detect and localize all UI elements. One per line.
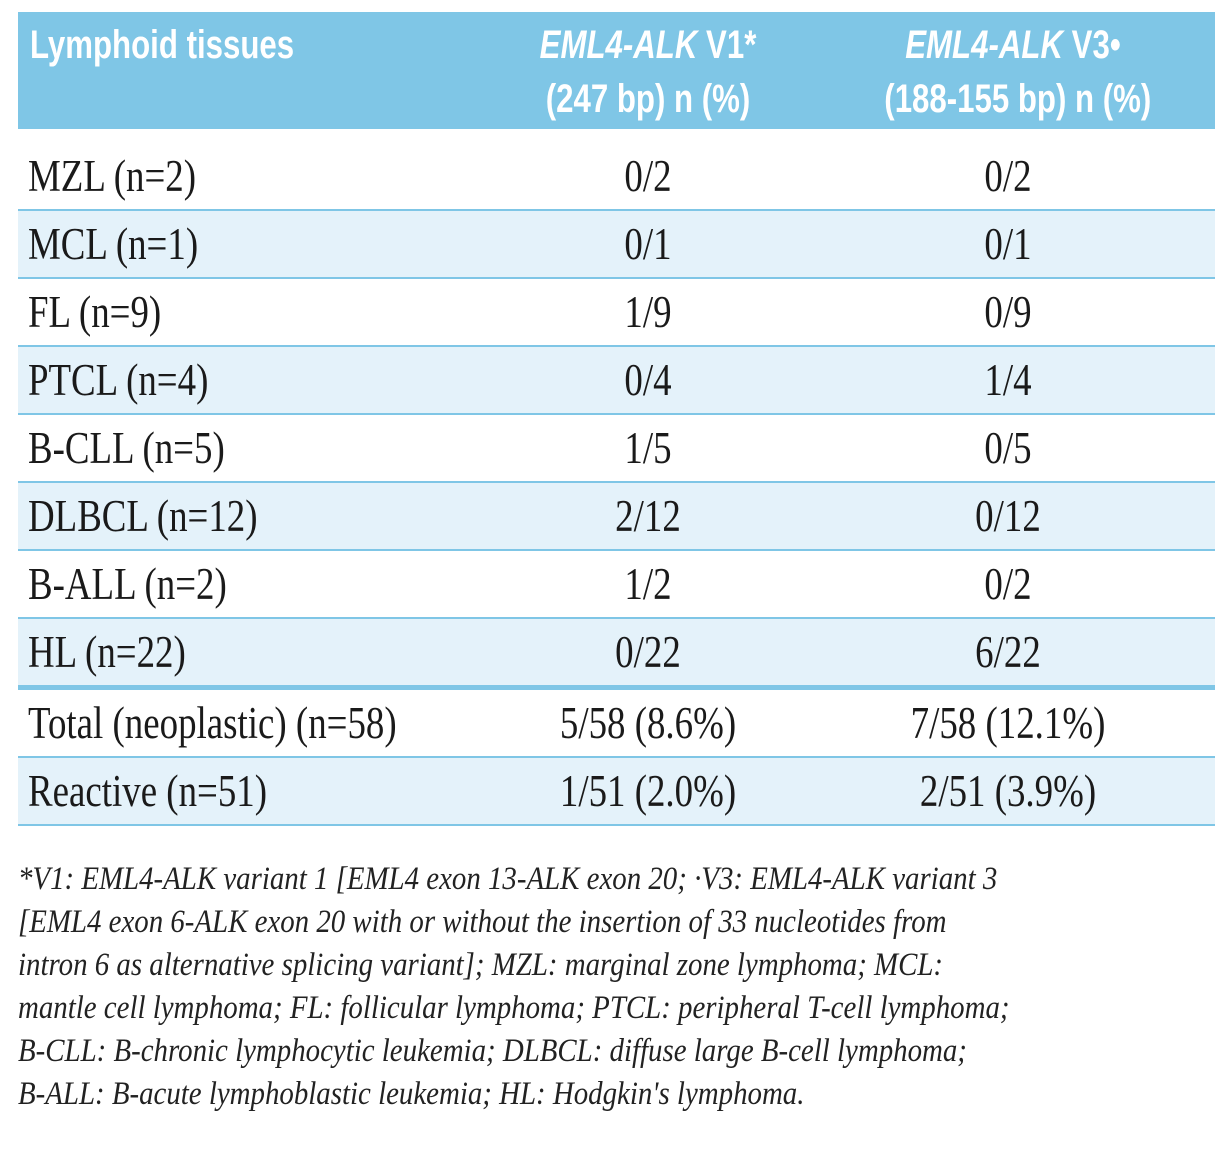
table-row-reactive: Reactive (n=51) 1/51 (2.0%) 2/51 (3.9%) xyxy=(18,758,1215,826)
row-label: Total (neoplastic) (n=58) xyxy=(28,698,397,748)
row-label: HL (n=22) xyxy=(28,627,186,677)
row-v1-value: 1/51 (2.0%) xyxy=(559,766,737,816)
header-v3-gene: EML4-ALK xyxy=(905,23,1063,67)
row-label: PTCL (n=4) xyxy=(28,355,209,405)
row-v3-value: 0/1 xyxy=(984,219,1032,269)
header-lymphoid-tissues: Lymphoid tissues xyxy=(30,23,295,67)
row-label: MCL (n=1) xyxy=(28,219,199,269)
table-row-total: Total (neoplastic) (n=58) 5/58 (8.6%) 7/… xyxy=(18,687,1215,758)
row-v3-value: 6/22 xyxy=(975,627,1041,677)
header-v1-line2: (247 bp) n (%) xyxy=(545,77,751,121)
row-label: MZL (n=2) xyxy=(28,151,197,201)
row-v1-value: 5/58 (8.6%) xyxy=(559,698,737,748)
footnote-line: intron 6 as alternative splicing variant… xyxy=(18,947,944,983)
row-v1-value: 1/2 xyxy=(624,559,672,609)
table-row: HL (n=22) 0/22 6/22 xyxy=(18,619,1215,687)
table-footnote: *V1: EML4-ALK variant 1 [EML4 exon 13-AL… xyxy=(18,858,1208,1116)
row-v1-value: 0/4 xyxy=(624,355,672,405)
table-row: PTCL (n=4) 0/4 1/4 xyxy=(18,347,1215,415)
row-v3-value: 7/58 (12.1%) xyxy=(910,698,1106,748)
row-v1-value: 0/22 xyxy=(615,627,681,677)
footnote-line: mantle cell lymphoma; FL: follicular lym… xyxy=(18,990,1010,1026)
header-v1-line1: EML4-ALK V1* xyxy=(523,18,773,72)
row-label: FL (n=9) xyxy=(28,287,162,337)
results-table: Lymphoid tissues EML4-ALK V1* (247 bp) n… xyxy=(18,12,1215,826)
row-v1-value: 1/9 xyxy=(624,287,672,337)
table-row: FL (n=9) 1/9 0/9 xyxy=(18,279,1215,347)
row-label: B-ALL (n=2) xyxy=(28,559,227,609)
footnote-line: [EML4 exon 6-ALK exon 20 with or without… xyxy=(18,904,947,940)
row-v3-value: 0/2 xyxy=(984,559,1032,609)
table-row: B-CLL (n=5) 1/5 0/5 xyxy=(18,415,1215,483)
table-row: MZL (n=2) 0/2 0/2 xyxy=(18,143,1215,211)
header-v3-variant: V3 xyxy=(1062,23,1110,67)
header-v3-line2: (188-155 bp) n (%) xyxy=(884,77,1152,121)
row-v3-value: 0/12 xyxy=(975,491,1041,541)
row-label: B-CLL (n=5) xyxy=(28,423,225,473)
row-label: DLBCL (n=12) xyxy=(28,491,258,541)
footnote-line: B-CLL: B-chronic lymphocytic leukemia; D… xyxy=(18,1033,967,1069)
table-row: DLBCL (n=12) 2/12 0/12 xyxy=(18,483,1215,551)
row-v3-value: 0/9 xyxy=(984,287,1032,337)
header-v1-mark: * xyxy=(744,23,757,67)
table-row: B-ALL (n=2) 1/2 0/2 xyxy=(18,551,1215,619)
row-v1-value: 0/2 xyxy=(624,151,672,201)
row-v1-value: 1/5 xyxy=(624,423,672,473)
row-v3-value: 0/2 xyxy=(984,151,1032,201)
row-v3-value: 2/51 (3.9%) xyxy=(919,766,1097,816)
header-v3-mark: • xyxy=(1109,23,1121,67)
row-v1-value: 0/1 xyxy=(624,219,672,269)
row-v1-value: 2/12 xyxy=(615,491,681,541)
header-v3-line1: EML4-ALK V3• xyxy=(884,18,1141,72)
header-v3: EML4-ALK V3• (188-155 bp) n (%) xyxy=(884,18,1152,126)
table-header: Lymphoid tissues EML4-ALK V1* (247 bp) n… xyxy=(18,12,1215,129)
footnote-line: B-ALL: B-acute lymphoblastic leukemia; H… xyxy=(18,1076,805,1112)
header-v1: EML4-ALK V1* (247 bp) n (%) xyxy=(523,18,773,126)
footnote-line: *V1: EML4-ALK variant 1 [EML4 exon 13-AL… xyxy=(18,861,998,897)
table-body: MZL (n=2) 0/2 0/2 MCL (n=1) 0/1 0/1 FL (… xyxy=(18,143,1215,826)
header-v1-gene: EML4-ALK xyxy=(539,23,698,67)
row-v3-value: 1/4 xyxy=(984,355,1032,405)
row-label: Reactive (n=51) xyxy=(28,766,268,816)
header-v1-variant: V1 xyxy=(697,23,745,67)
table-row: MCL (n=1) 0/1 0/1 xyxy=(18,211,1215,279)
row-v3-value: 0/5 xyxy=(984,423,1032,473)
